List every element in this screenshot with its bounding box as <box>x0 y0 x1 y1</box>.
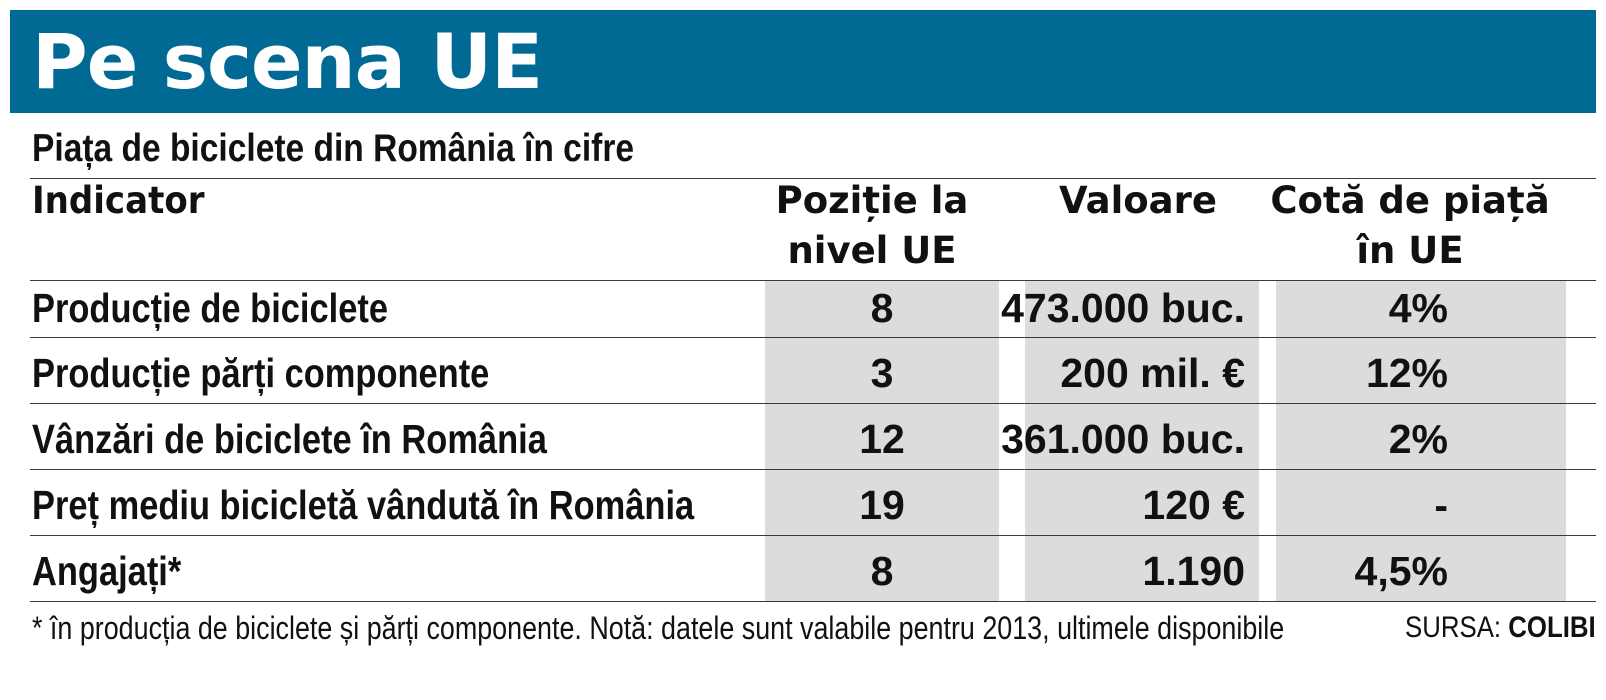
row-pozitie: 12 <box>859 416 905 462</box>
row-cota: - <box>1434 482 1448 528</box>
row-cota: 4,5% <box>1354 548 1448 594</box>
rule-bottom <box>30 601 1596 602</box>
row-indicator: Producție de biciclete <box>32 285 388 331</box>
row-cota: 12% <box>1365 350 1448 396</box>
column-header-cota-line1: Cotă de piață <box>1270 179 1550 222</box>
source-label: SURSA: <box>1405 611 1502 644</box>
column-header-cota: Cotă de piață în UE <box>1262 176 1558 276</box>
row-pozitie: 3 <box>870 350 894 396</box>
row-indicator: Preț mediu bicicletă vândută în România <box>32 482 695 528</box>
column-shade-cota <box>1276 281 1566 601</box>
row-valoare: 200 mil. € <box>1060 350 1245 396</box>
column-header-valoare: Valoare <box>1018 176 1258 226</box>
column-header-pozitie: Poziție la nivel UE <box>752 176 992 276</box>
column-shade-pozitie <box>765 281 999 601</box>
row-cota: 4% <box>1388 285 1448 331</box>
row-pozitie: 19 <box>859 482 905 528</box>
rule-header-bottom <box>30 280 1596 281</box>
rule-row-2 <box>30 403 1596 404</box>
row-valoare: 473.000 buc. <box>1001 285 1245 331</box>
row-valoare: 361.000 buc. <box>1001 416 1245 462</box>
rule-top <box>30 178 1596 179</box>
column-header-pozitie-line1: Poziție la <box>775 179 969 222</box>
source-credit: SURSA: COLIBI <box>1405 606 1596 650</box>
column-header-valoare-line1: Valoare <box>1059 179 1217 222</box>
row-valoare: 1.190 <box>1142 548 1245 594</box>
footnote: * în producția de biciclete și părți com… <box>32 610 1285 646</box>
rule-row-4 <box>30 535 1596 536</box>
page-title: Pe scena UE <box>32 17 543 106</box>
rule-row-1 <box>30 337 1596 338</box>
rule-row-3 <box>30 469 1596 470</box>
column-header-indicator: Indicator <box>32 176 205 226</box>
column-header-pozitie-line2: nivel UE <box>787 229 957 272</box>
row-valoare: 120 € <box>1142 482 1245 528</box>
row-indicator: Angajați* <box>32 548 182 594</box>
row-pozitie: 8 <box>870 548 894 594</box>
header-band: Pe scena UE <box>10 10 1596 113</box>
row-pozitie: 8 <box>870 285 894 331</box>
table-subtitle: Piața de biciclete din România în cifre <box>32 127 635 170</box>
column-header-cota-line2: în UE <box>1356 229 1464 272</box>
column-header-indicator-line1: Indicator <box>32 179 205 222</box>
row-cota: 2% <box>1388 416 1448 462</box>
row-indicator: Producție părți componente <box>32 350 490 396</box>
row-indicator: Vânzări de biciclete în România <box>32 416 547 462</box>
source-name: COLIBI <box>1508 611 1596 644</box>
column-shade-valoare <box>1025 281 1259 601</box>
